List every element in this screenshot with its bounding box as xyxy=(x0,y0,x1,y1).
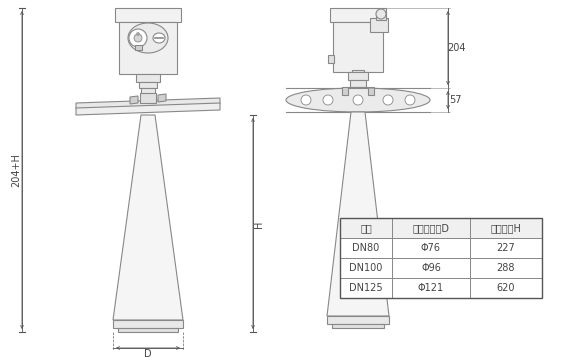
Bar xyxy=(340,238,392,258)
Text: Φ76: Φ76 xyxy=(421,243,441,253)
Ellipse shape xyxy=(128,23,168,53)
Text: D: D xyxy=(144,349,152,359)
Circle shape xyxy=(301,95,311,105)
Bar xyxy=(340,218,542,298)
Bar xyxy=(115,8,181,22)
Bar xyxy=(470,258,542,278)
Bar xyxy=(330,8,386,22)
Bar xyxy=(370,18,388,32)
Text: DN100: DN100 xyxy=(349,263,383,273)
Text: 测口口直径D: 测口口直径D xyxy=(413,223,450,233)
Circle shape xyxy=(137,32,139,36)
Polygon shape xyxy=(327,112,389,316)
Bar xyxy=(135,45,142,50)
Bar xyxy=(340,278,392,298)
Bar xyxy=(327,316,389,324)
Bar xyxy=(141,88,155,98)
Polygon shape xyxy=(76,103,220,115)
Bar xyxy=(332,324,384,328)
Text: Φ121: Φ121 xyxy=(418,283,444,293)
Bar xyxy=(340,258,392,278)
Bar xyxy=(140,93,156,103)
Bar xyxy=(470,218,542,238)
Circle shape xyxy=(383,95,393,105)
Bar xyxy=(352,70,364,76)
Text: 227: 227 xyxy=(497,243,516,253)
Text: 620: 620 xyxy=(497,283,516,293)
Polygon shape xyxy=(130,96,138,104)
Text: DN125: DN125 xyxy=(349,283,383,293)
Text: Φ96: Φ96 xyxy=(421,263,441,273)
Text: 57: 57 xyxy=(449,95,461,105)
Polygon shape xyxy=(368,87,374,95)
Bar xyxy=(392,258,470,278)
Bar xyxy=(118,328,178,332)
Circle shape xyxy=(134,34,142,42)
Bar xyxy=(350,80,366,87)
Bar xyxy=(392,278,470,298)
Bar xyxy=(470,238,542,258)
Text: 204+H: 204+H xyxy=(11,153,21,187)
Bar xyxy=(348,72,368,80)
Text: H: H xyxy=(254,220,264,228)
Bar xyxy=(136,74,160,82)
Bar xyxy=(340,218,392,238)
Bar xyxy=(113,320,183,328)
Bar xyxy=(139,82,157,88)
Ellipse shape xyxy=(286,88,430,112)
Bar xyxy=(392,238,470,258)
Ellipse shape xyxy=(153,33,165,43)
Bar xyxy=(119,22,177,74)
Polygon shape xyxy=(76,98,220,109)
Text: 288: 288 xyxy=(497,263,516,273)
Circle shape xyxy=(353,95,363,105)
Text: 204: 204 xyxy=(448,43,466,53)
Bar xyxy=(376,12,386,20)
Bar xyxy=(470,278,542,298)
Text: DN80: DN80 xyxy=(352,243,380,253)
Polygon shape xyxy=(342,87,348,95)
Circle shape xyxy=(376,9,386,19)
Circle shape xyxy=(405,95,415,105)
Bar xyxy=(328,55,334,63)
Bar xyxy=(392,218,470,238)
Text: 测口高度H: 测口高度H xyxy=(490,223,521,233)
Text: 法兰: 法兰 xyxy=(360,223,372,233)
Circle shape xyxy=(129,29,147,47)
Bar xyxy=(348,87,368,95)
Polygon shape xyxy=(113,115,183,320)
Bar xyxy=(333,22,383,72)
Circle shape xyxy=(323,95,333,105)
Polygon shape xyxy=(158,94,166,102)
